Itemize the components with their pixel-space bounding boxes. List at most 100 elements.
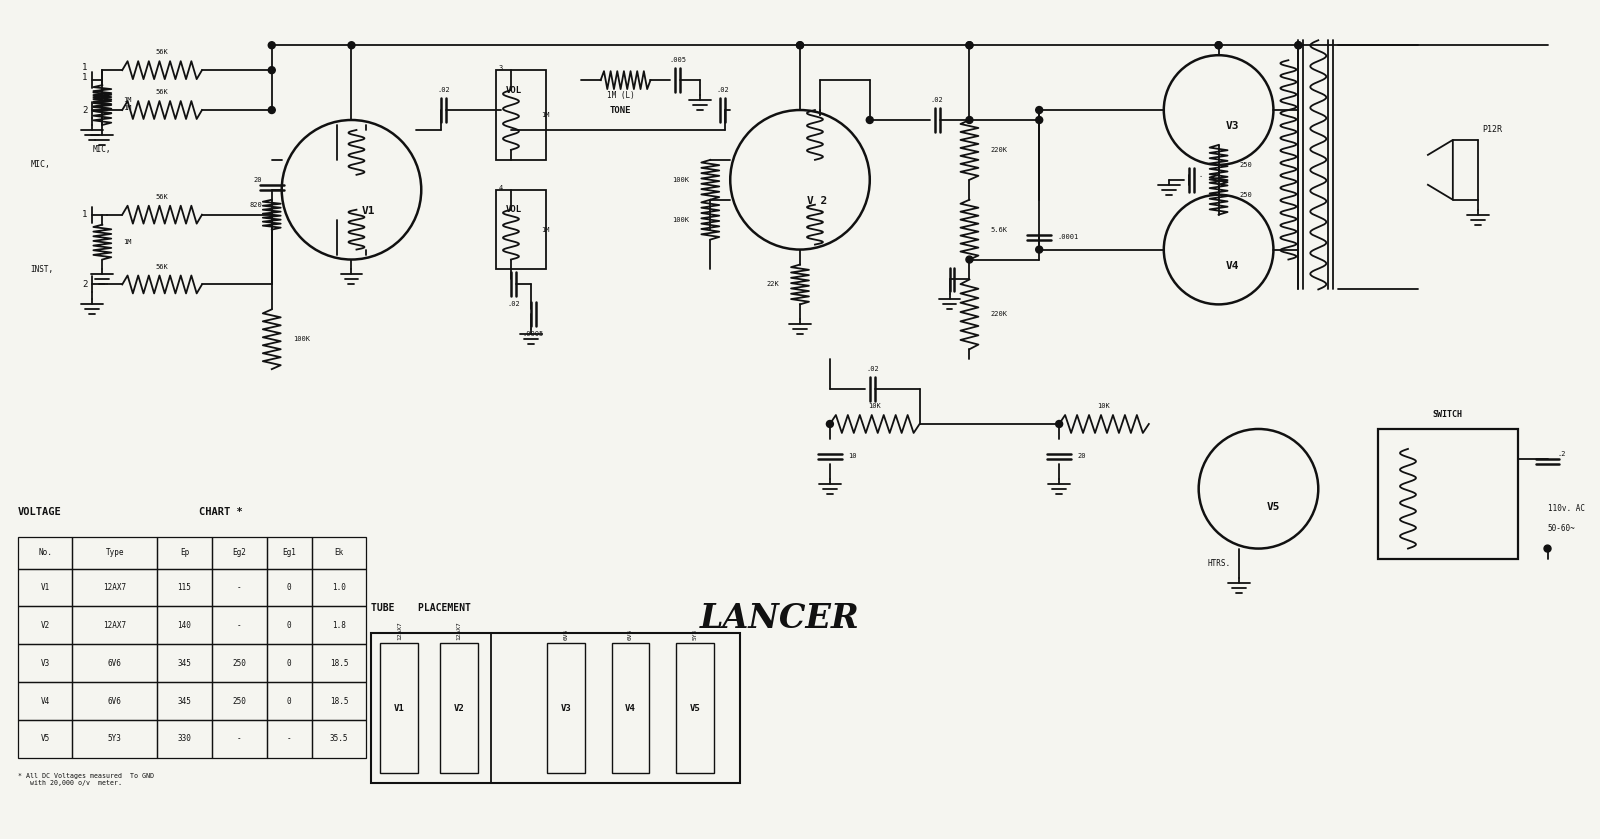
Text: Type: Type	[106, 548, 125, 557]
Text: V5: V5	[690, 704, 701, 712]
Bar	[211, 607, 267, 644]
Bar	[267, 720, 312, 758]
Circle shape	[1035, 117, 1043, 123]
Text: 18.5: 18.5	[330, 696, 349, 706]
Text: V2: V2	[40, 621, 50, 630]
Text: .0001: .0001	[1058, 234, 1078, 240]
Bar	[381, 644, 418, 773]
Text: 20: 20	[1077, 453, 1085, 460]
Bar	[267, 569, 312, 607]
Text: 5Y3: 5Y3	[107, 734, 122, 743]
Text: 345: 345	[178, 696, 192, 706]
Text: HTRS.: HTRS.	[1206, 559, 1230, 568]
Circle shape	[966, 42, 973, 49]
Bar	[496, 190, 546, 269]
Text: 1.0: 1.0	[333, 583, 346, 592]
Text: * All DC Voltages measured  To GND
   with 20,000 o/v  meter.: * All DC Voltages measured To GND with 2…	[18, 773, 154, 786]
Text: LANCER: LANCER	[701, 602, 859, 635]
Text: 1: 1	[82, 211, 88, 219]
Bar	[312, 720, 366, 758]
Text: .02: .02	[931, 97, 944, 103]
Text: 10K: 10K	[869, 403, 882, 409]
Bar	[371, 633, 741, 783]
Text: -: -	[237, 583, 242, 592]
Text: P12R: P12R	[1483, 126, 1502, 134]
Bar	[211, 569, 267, 607]
Text: 0: 0	[286, 659, 291, 668]
Circle shape	[1035, 107, 1043, 113]
Text: 56K: 56K	[155, 263, 168, 269]
Text: 820: 820	[250, 201, 262, 208]
Text: TUBE    PLACEMENT: TUBE PLACEMENT	[371, 603, 472, 613]
Bar	[440, 644, 478, 773]
Text: Eg2: Eg2	[232, 548, 246, 557]
Text: 3: 3	[499, 65, 504, 71]
Circle shape	[797, 42, 803, 49]
Text: Ep: Ep	[179, 548, 189, 557]
Text: 6V6: 6V6	[107, 696, 122, 706]
Bar	[157, 720, 211, 758]
Text: CHART *: CHART *	[198, 507, 243, 517]
Text: V5: V5	[1267, 502, 1280, 512]
Text: 0: 0	[286, 621, 291, 630]
Text: V1: V1	[394, 704, 405, 712]
Bar	[72, 607, 157, 644]
Text: .02: .02	[507, 301, 520, 307]
Bar	[72, 569, 157, 607]
Text: V4: V4	[40, 696, 50, 706]
Text: 1: 1	[82, 73, 88, 81]
Text: V 2: V 2	[808, 195, 827, 206]
Text: .02: .02	[866, 366, 878, 373]
Bar	[677, 644, 714, 773]
Bar	[18, 569, 72, 607]
Text: V5: V5	[40, 734, 50, 743]
Text: 250: 250	[1240, 162, 1253, 168]
Bar	[72, 537, 157, 569]
Text: 0: 0	[286, 696, 291, 706]
Text: -: -	[237, 734, 242, 743]
Text: 100K: 100K	[672, 177, 690, 183]
Text: V3: V3	[1226, 122, 1238, 132]
Text: Eg1: Eg1	[282, 548, 296, 557]
Text: 10K: 10K	[1098, 403, 1110, 409]
Text: 12AX7: 12AX7	[104, 621, 126, 630]
Text: VOLTAGE: VOLTAGE	[18, 507, 61, 517]
Text: 100K: 100K	[293, 336, 310, 342]
Text: -: -	[237, 621, 242, 630]
Bar	[312, 537, 366, 569]
Bar	[157, 644, 211, 682]
Circle shape	[1035, 246, 1043, 253]
Circle shape	[1294, 42, 1302, 49]
Bar	[547, 644, 584, 773]
Bar	[72, 682, 157, 720]
Bar	[157, 569, 211, 607]
Text: 1.8: 1.8	[333, 621, 346, 630]
Text: 35.5: 35.5	[330, 734, 349, 743]
Bar	[611, 644, 650, 773]
Text: V4: V4	[1226, 261, 1238, 271]
Text: .005: .005	[669, 57, 686, 63]
Circle shape	[1056, 420, 1062, 428]
Text: 50-60~: 50-60~	[1547, 524, 1576, 533]
Text: TONE: TONE	[610, 106, 632, 115]
Text: .02: .02	[437, 87, 450, 93]
Text: V4: V4	[626, 704, 635, 712]
Text: 110v. AC: 110v. AC	[1547, 504, 1584, 513]
Text: 100K: 100K	[672, 216, 690, 222]
Text: 6V6: 6V6	[107, 659, 122, 668]
Text: 20: 20	[253, 177, 262, 183]
Text: 10: 10	[848, 453, 856, 460]
Circle shape	[797, 42, 803, 49]
Bar	[267, 537, 312, 569]
Circle shape	[966, 42, 973, 49]
Text: 2: 2	[82, 106, 88, 115]
Text: V3: V3	[40, 659, 50, 668]
Bar	[211, 537, 267, 569]
Bar	[18, 720, 72, 758]
Circle shape	[269, 42, 275, 49]
Bar	[18, 607, 72, 644]
Text: 5Y3: 5Y3	[693, 629, 698, 640]
Text: -: -	[286, 734, 291, 743]
Bar	[211, 720, 267, 758]
Bar	[267, 644, 312, 682]
